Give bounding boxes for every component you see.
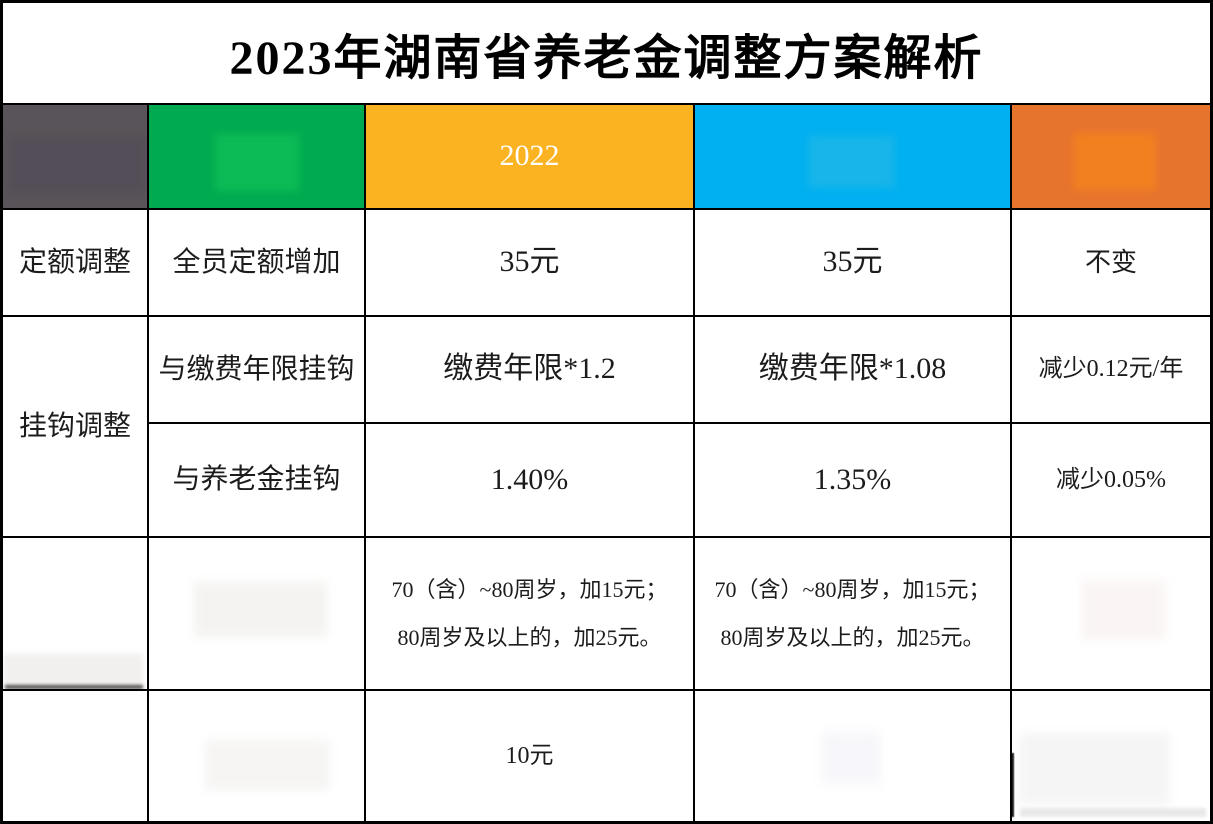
header-category: [3, 105, 147, 208]
cell-years-change: 减少0.12元/年: [1012, 317, 1210, 422]
header-change: [1012, 105, 1210, 208]
cell-pension-change: 减少0.05%: [1012, 424, 1210, 536]
cell-years-2022: 缴费年限*1.2: [366, 317, 693, 422]
title-band: 2023年湖南省养老金调整方案解析: [3, 3, 1210, 103]
cell-fixed-2022: 35元: [366, 210, 693, 315]
redacted-text-blur: [822, 732, 881, 784]
redacted-text-blur: [215, 134, 299, 191]
cell-fixed-2023: 35元: [695, 210, 1010, 315]
header-year-2022: 2022: [366, 105, 693, 208]
cell-extra-2023-redacted: [695, 691, 1010, 821]
cell-pension-2023: 1.35%: [695, 424, 1010, 536]
cell-age-2022: 70（含）~80周岁，加15元； 80周岁及以上的，加25元。: [366, 538, 693, 689]
cell-linked-category: 挂钩调整: [3, 317, 147, 536]
redacted-text-blur: [808, 136, 895, 188]
redacted-text-blur: [1074, 133, 1156, 190]
watermark-blur: [1020, 808, 1206, 817]
page-title: 2023年湖南省养老金调整方案解析: [229, 32, 984, 85]
cell-fixed-category: 定额调整: [3, 210, 147, 315]
age-2022-line2: 80周岁及以上的，加25元。: [397, 624, 662, 650]
cell-extra-2022: 10元: [366, 691, 693, 821]
redacted-text-blur: [1019, 733, 1170, 805]
age-2023-line1: 70（含）~80周岁，加15元；: [714, 577, 991, 603]
border-artifact-line: [1012, 753, 1014, 817]
header-method: [149, 105, 364, 208]
cell-years-method: 与缴费年限挂钩: [149, 317, 364, 422]
redacted-text-blur: [3, 654, 143, 688]
cell-extra-category-empty: [3, 691, 147, 821]
redacted-text-blur: [205, 740, 330, 790]
cell-age-2023: 70（含）~80周岁，加15元； 80周岁及以上的，加25元。: [695, 538, 1010, 689]
cell-age-change-redacted: [1012, 538, 1210, 689]
age-2022-line1: 70（含）~80周岁，加15元；: [391, 577, 668, 603]
cell-age-method-redacted: [149, 538, 364, 689]
pension-table: 2022 定额调整 全员定额增加 35元 35元 不变 挂钩调整 与缴费年限挂钩…: [3, 103, 1210, 821]
cell-fixed-change: 不变: [1012, 210, 1210, 315]
header-year-2023: [695, 105, 1010, 208]
redacted-text-blur: [1081, 580, 1166, 640]
cell-extra-change-redacted: [1012, 691, 1210, 821]
smudged-border-line: [5, 685, 143, 689]
cell-pension-2022: 1.40%: [366, 424, 693, 536]
redacted-text-blur: [194, 582, 327, 637]
age-2023-line2: 80周岁及以上的，加25元。: [720, 624, 985, 650]
header-year-2022-label: 2022: [499, 139, 560, 173]
redacted-text-blur: [9, 137, 145, 193]
cell-extra-method-redacted: [149, 691, 364, 821]
cell-years-2023: 缴费年限*1.08: [695, 317, 1010, 422]
cell-fixed-method: 全员定额增加: [149, 210, 364, 315]
cell-pension-method: 与养老金挂钩: [149, 424, 364, 536]
cell-age-category-redacted: [3, 538, 147, 689]
